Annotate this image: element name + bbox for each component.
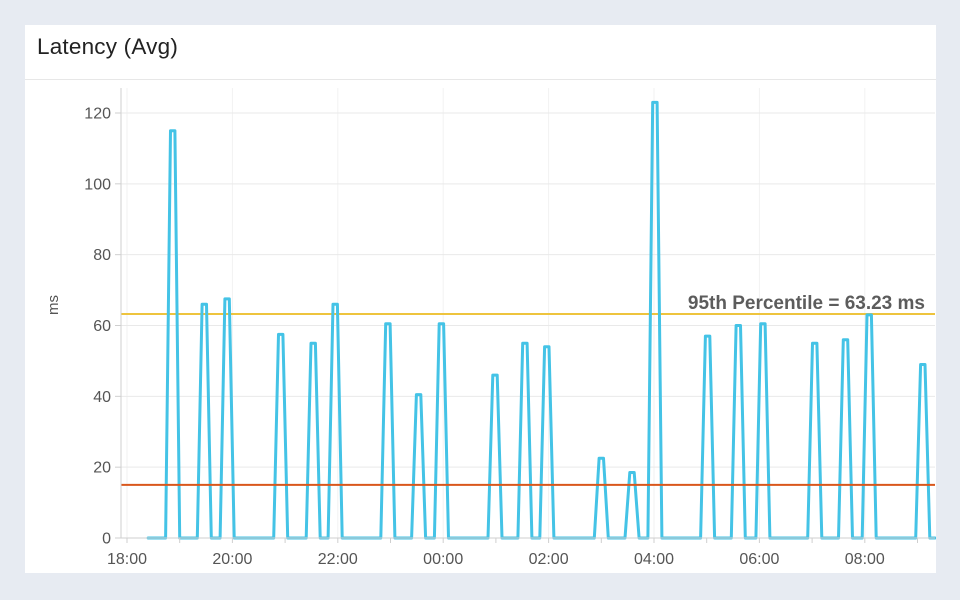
y-tick-label: 20 [93, 460, 111, 477]
y-tick-label: 80 [93, 247, 111, 264]
y-tick-label: 60 [93, 318, 111, 335]
x-tick-label: 02:00 [529, 551, 569, 568]
y-tick-label: 40 [93, 389, 111, 406]
x-tick-label: 08:00 [845, 551, 885, 568]
y-axis-title: ms [45, 295, 62, 315]
latency-chart-canvas[interactable]: 95th Percentile = 63.23 ms 0 20 40 60 80 100 12… [25, 25, 936, 573]
y-tick-label: 0 [102, 531, 111, 548]
x-tick-label: 18:00 [107, 551, 147, 568]
x-tick-label: 04:00 [634, 551, 674, 568]
card-title: Latency (Avg) [37, 34, 179, 59]
x-tick-label: 20:00 [212, 551, 252, 568]
latency-series-line [146, 100, 936, 540]
p95-annotation-label: 95th Percentile = 63.23 ms [688, 293, 925, 314]
latency-card: Latency (Avg) 95th Percentile = 63.23 ms… [25, 25, 936, 573]
x-tick-label: 06:00 [739, 551, 779, 568]
y-tick-label: 120 [84, 106, 111, 123]
y-tick-label: 100 [84, 176, 111, 193]
title-divider [25, 79, 936, 80]
x-tick-label: 22:00 [318, 551, 358, 568]
x-tick-label: 00:00 [423, 551, 463, 568]
